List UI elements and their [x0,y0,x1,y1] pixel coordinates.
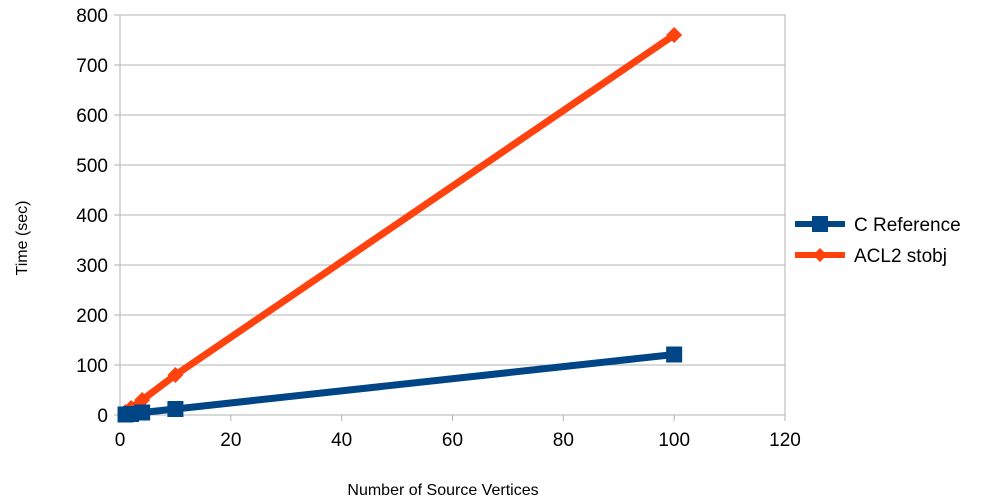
x-tick-label: 80 [553,430,574,451]
y-tick-label: 100 [76,356,108,377]
legend-label: C Reference [854,215,961,236]
x-axis-ticks: 0 20 40 60 80 100 120 [115,415,801,451]
data-point [666,346,683,363]
y-tick-label: 800 [76,6,108,27]
x-tick-label: 20 [220,430,241,451]
y-tick-label: 500 [76,156,108,177]
data-point [134,392,151,408]
series-line [122,351,678,418]
x-axis-title: Number of Source Vertices [347,482,538,499]
data-point [167,401,184,417]
legend-swatch-marker [813,248,827,262]
x-tick-label: 120 [769,430,801,451]
x-tick-label: 0 [115,430,126,451]
x-tick-label: 40 [331,430,352,451]
y-tick-label: 600 [76,106,108,127]
y-tick-label: 400 [76,206,108,227]
y-tick-label: 200 [76,306,108,327]
series-line [122,31,678,416]
y-tick-label: 0 [97,406,108,427]
legend: C Reference ACL2 stobj [795,215,961,267]
gridlines [120,14,785,416]
y-axis-ticks: 0 100 200 300 400 500 600 700 800 [76,6,120,427]
x-tick-label: 60 [442,430,463,451]
legend-label: ACL2 stobj [854,246,947,267]
data-point [167,367,184,383]
data-point [134,404,151,421]
y-axis-title: Time (sec) [14,201,31,276]
legend-item: ACL2 stobj [795,246,947,267]
y-tick-label: 700 [76,56,108,77]
legend-swatch-marker [812,216,828,232]
y-tick-label: 300 [76,256,108,277]
data-point [666,27,683,43]
legend-item: C Reference [795,215,961,236]
x-tick-label: 100 [658,430,690,451]
series-0 [117,346,683,423]
series-layer [117,27,683,423]
